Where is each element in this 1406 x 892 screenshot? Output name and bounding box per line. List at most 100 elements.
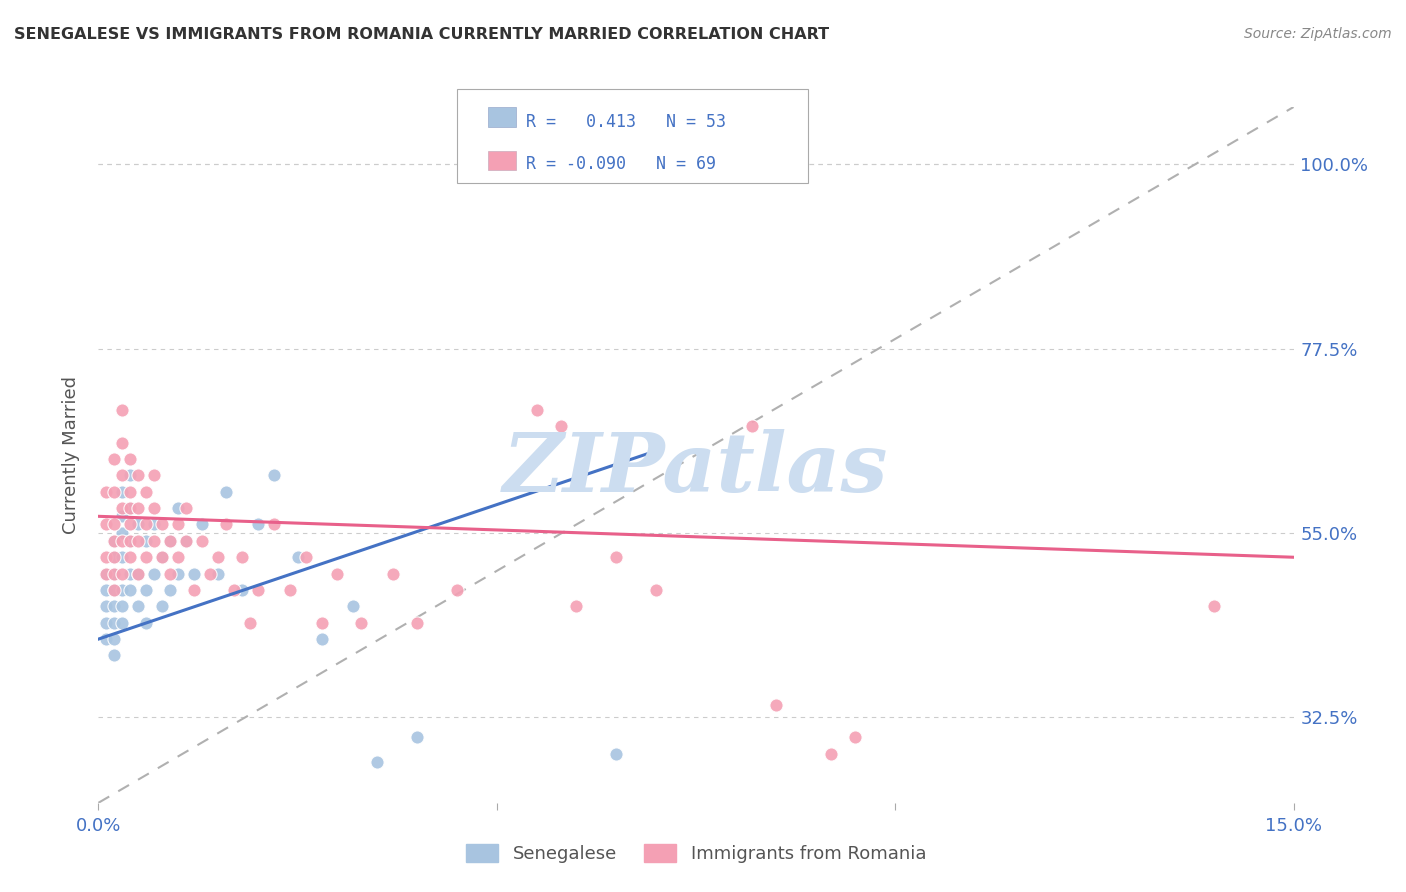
Text: ZIPatlas: ZIPatlas	[503, 429, 889, 508]
Point	[278, 582, 301, 597]
Point	[96, 582, 118, 597]
Point	[215, 484, 238, 499]
Legend: Senegalese, Immigrants from Romania: Senegalese, Immigrants from Romania	[458, 837, 934, 871]
Point	[111, 468, 134, 483]
Point	[1202, 599, 1225, 614]
Point	[103, 517, 125, 532]
Point	[741, 419, 763, 434]
Point	[127, 468, 149, 483]
Point	[111, 484, 134, 499]
Point	[120, 501, 142, 516]
Point	[844, 731, 866, 745]
Point	[135, 517, 157, 532]
Point	[96, 566, 118, 581]
Text: SENEGALESE VS IMMIGRANTS FROM ROMANIA CURRENTLY MARRIED CORRELATION CHART: SENEGALESE VS IMMIGRANTS FROM ROMANIA CU…	[14, 27, 830, 42]
Point	[120, 566, 142, 581]
Point	[311, 632, 333, 646]
Point	[96, 566, 118, 581]
Point	[96, 484, 118, 499]
Point	[103, 566, 125, 581]
Point	[294, 550, 316, 565]
Point	[183, 566, 205, 581]
Point	[263, 468, 285, 483]
Point	[150, 599, 173, 614]
Point	[765, 698, 787, 712]
Point	[120, 501, 142, 516]
Point	[174, 533, 197, 548]
Point	[111, 582, 134, 597]
Point	[127, 566, 149, 581]
Point	[103, 533, 125, 548]
Point	[103, 648, 125, 663]
Point	[127, 566, 149, 581]
Y-axis label: Currently Married: Currently Married	[62, 376, 80, 534]
Point	[191, 517, 214, 532]
Point	[167, 550, 190, 565]
Point	[111, 435, 134, 450]
Point	[127, 533, 149, 548]
Point	[120, 468, 142, 483]
Point	[246, 517, 269, 532]
Point	[167, 566, 190, 581]
Point	[111, 615, 134, 630]
Point	[111, 525, 134, 540]
Point	[222, 582, 245, 597]
Point	[143, 468, 166, 483]
Point	[135, 484, 157, 499]
Point	[311, 615, 333, 630]
Point	[103, 533, 125, 548]
Point	[565, 599, 588, 614]
Point	[103, 599, 125, 614]
Point	[103, 632, 125, 646]
Point	[127, 501, 149, 516]
Point	[159, 533, 181, 548]
Point	[120, 452, 142, 467]
Point	[111, 599, 134, 614]
Point	[150, 517, 173, 532]
Point	[96, 632, 118, 646]
Point	[207, 550, 229, 565]
Point	[135, 615, 157, 630]
Point	[526, 403, 548, 417]
Point	[174, 501, 197, 516]
Point	[120, 533, 142, 548]
Point	[111, 566, 134, 581]
Point	[103, 582, 125, 597]
Point	[342, 599, 364, 614]
Point	[111, 509, 134, 524]
Point	[150, 550, 173, 565]
Point	[96, 599, 118, 614]
Point	[111, 403, 134, 417]
Point	[143, 566, 166, 581]
Point	[382, 566, 405, 581]
Point	[150, 550, 173, 565]
Point	[191, 533, 214, 548]
Point	[111, 550, 134, 565]
Point	[645, 582, 668, 597]
Point	[143, 517, 166, 532]
Text: R =   0.413   N = 53: R = 0.413 N = 53	[526, 113, 725, 131]
Text: R = -0.090   N = 69: R = -0.090 N = 69	[526, 155, 716, 173]
Point	[605, 747, 627, 761]
Point	[103, 452, 125, 467]
Point	[183, 582, 205, 597]
Point	[120, 533, 142, 548]
Point	[406, 731, 429, 745]
Point	[143, 501, 166, 516]
Point	[406, 615, 429, 630]
Point	[143, 533, 166, 548]
Point	[120, 550, 142, 565]
Point	[231, 550, 253, 565]
Point	[820, 747, 842, 761]
Point	[287, 550, 309, 565]
Point	[103, 615, 125, 630]
Point	[239, 615, 262, 630]
Point	[96, 615, 118, 630]
Point	[135, 533, 157, 548]
Point	[366, 755, 388, 769]
Point	[120, 484, 142, 499]
Point	[103, 566, 125, 581]
Point	[135, 550, 157, 565]
Point	[174, 533, 197, 548]
Point	[215, 517, 238, 532]
